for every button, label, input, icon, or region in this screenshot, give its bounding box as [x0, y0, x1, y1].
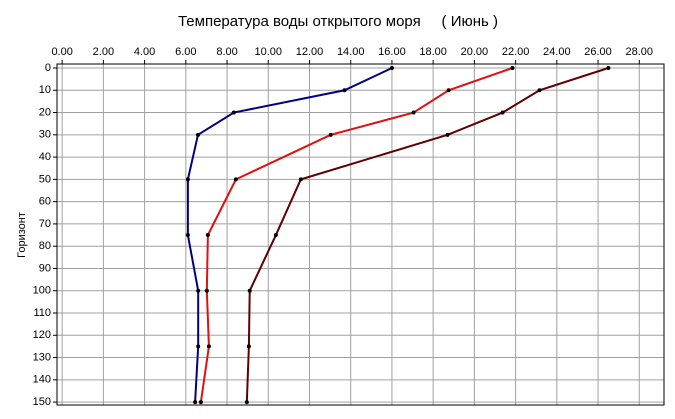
point	[411, 110, 416, 115]
point	[196, 288, 201, 293]
point	[193, 400, 198, 405]
y-tick-label: 130	[33, 351, 51, 363]
point	[500, 110, 505, 115]
point	[196, 344, 201, 349]
y-tick-label: 20	[39, 106, 51, 118]
point	[231, 110, 236, 115]
point	[185, 233, 190, 238]
x-tick-label: 4.00	[134, 46, 155, 58]
x-tick-label: 24.00	[543, 46, 571, 58]
y-tick-label: 80	[39, 240, 51, 252]
y-tick-label: 120	[33, 329, 51, 341]
y-tick-label: 150	[33, 396, 51, 408]
y-tick-label: 70	[39, 218, 51, 230]
x-tick-label: 22.00	[502, 46, 530, 58]
y-tick-label: 30	[39, 129, 51, 141]
point	[389, 66, 394, 71]
y-tick-label: 100	[33, 285, 51, 297]
y-tick-label: 60	[39, 196, 51, 208]
x-tick-label: 26.00	[584, 46, 612, 58]
x-tick-label: 12.00	[296, 46, 324, 58]
point	[328, 132, 333, 137]
point	[537, 88, 542, 93]
y-tick-label: 10	[39, 84, 51, 96]
y-tick-label: 50	[39, 173, 51, 185]
point	[244, 400, 249, 405]
x-tick-label: 16.00	[378, 46, 406, 58]
x-tick-label: 8.00	[216, 46, 237, 58]
point	[342, 88, 347, 93]
point	[233, 177, 238, 182]
y-tick-label: 110	[33, 307, 51, 319]
x-tick-label: 6.00	[175, 46, 196, 58]
point	[445, 132, 450, 137]
x-tick-label: 18.00	[419, 46, 447, 58]
x-tick-label: 20.00	[461, 46, 489, 58]
point	[298, 177, 303, 182]
plot-border	[56, 63, 665, 406]
y-tick-label: 90	[39, 262, 51, 274]
point	[510, 66, 515, 71]
x-tick-label: 28.00	[626, 46, 654, 58]
point	[204, 288, 209, 293]
point	[606, 66, 611, 71]
point	[195, 132, 200, 137]
x-tick-label: 0.00	[51, 46, 72, 58]
y-axis-label: Горизонт	[16, 212, 28, 258]
point	[247, 288, 252, 293]
point	[446, 88, 451, 93]
y-tick-label: 140	[33, 374, 51, 386]
x-tick-label: 14.00	[337, 46, 365, 58]
y-tick-label: 40	[39, 151, 51, 163]
point	[206, 344, 211, 349]
chart-title: Температура воды открытого моря ( Июнь )	[178, 13, 498, 30]
x-tick-label: 2.00	[93, 46, 114, 58]
point	[246, 344, 251, 349]
point	[205, 233, 210, 238]
point	[198, 400, 203, 405]
x-tick-label: 10.00	[254, 46, 282, 58]
y-tick-label: 0	[45, 62, 51, 74]
point	[273, 233, 278, 238]
point	[185, 177, 190, 182]
